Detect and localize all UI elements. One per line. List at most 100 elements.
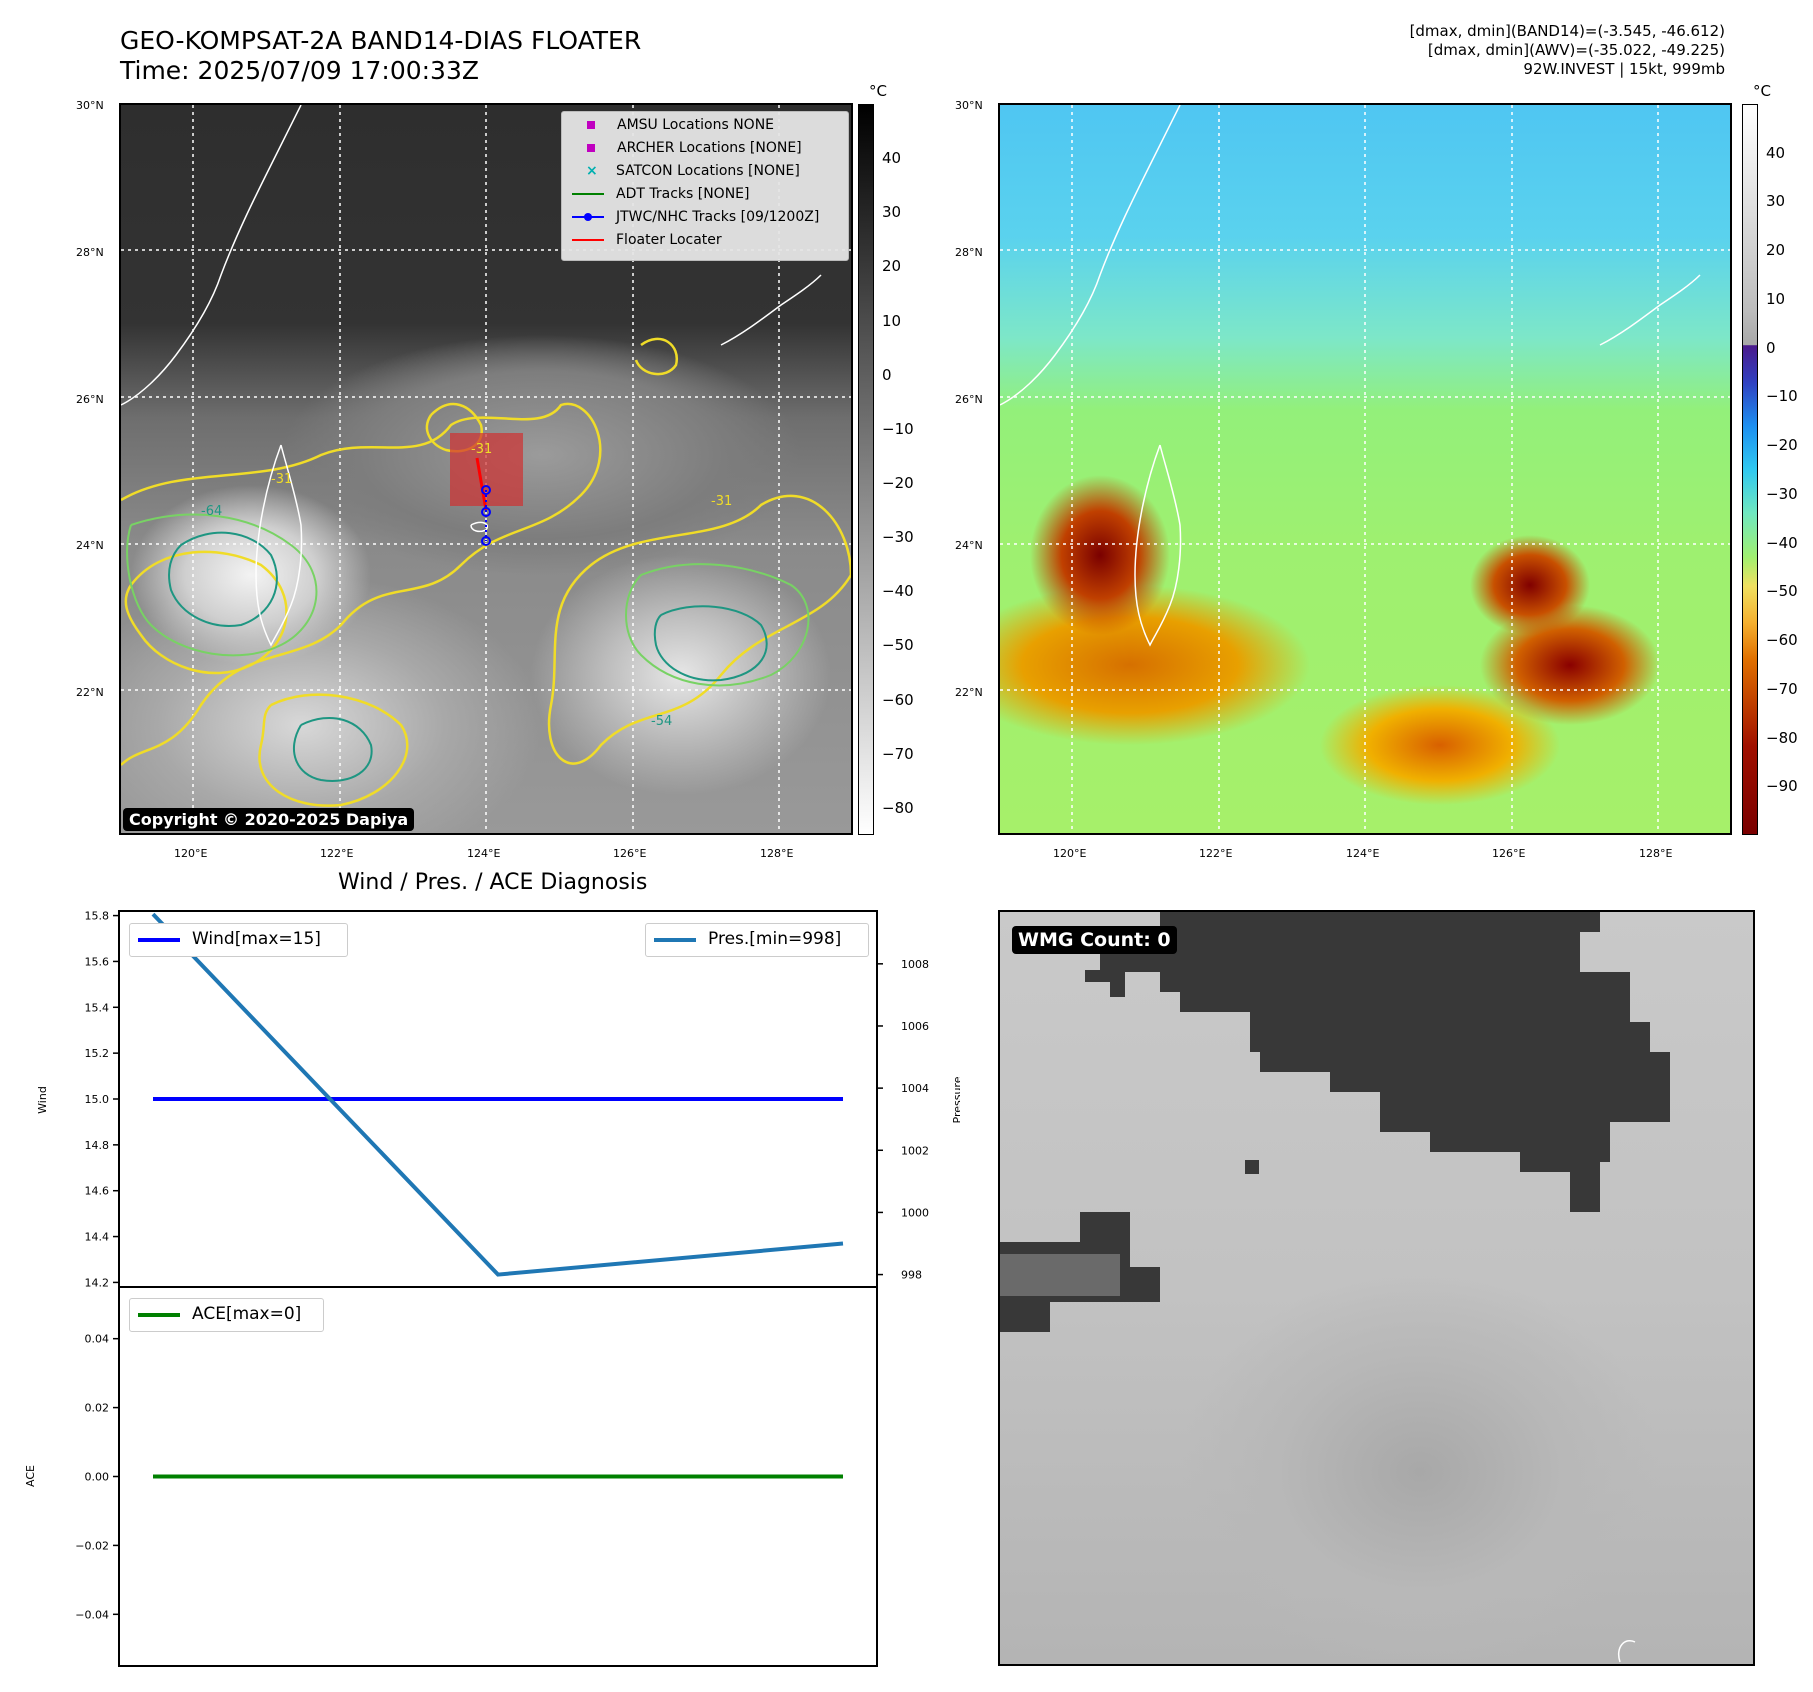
colorbar-tick-label: 40 [1766,143,1786,162]
pressure-legend: Pres.[min=998] [645,923,869,957]
diagnosis-title: Wind / Pres. / ACE Diagnosis [338,870,648,895]
pressure-axis-label: Pressure [951,1076,960,1123]
coastlines [121,105,822,647]
band14-range-info: [dmax, dmin](BAND14)=(-3.545, -46.612) [1409,22,1725,40]
pressure-axis-ticks: 1008 1006 1004 1002 1000 998 [877,958,929,1282]
wmg-count-badge: WMG Count: 0 [1012,926,1177,954]
tick-label: 15.4 [85,1001,110,1014]
colorbar-tick-label: −60 [882,690,914,709]
lat-label: 28°N [955,246,983,259]
colorbar-tick-label: −70 [882,744,914,763]
colorbar-tick-label: 0 [1766,338,1776,357]
colorbar-tick-label: −40 [882,582,914,601]
lon-label: 120°E [174,847,208,860]
contour-label-31: -31 [471,442,492,457]
cold-cloud-region [1085,912,1670,1212]
colorbar-tick-label: 20 [1766,241,1786,260]
tick-label: 1006 [901,1020,929,1033]
tick-label: 1000 [901,1206,929,1219]
wind-legend: Wind[max=15] [129,923,348,957]
contour-label-31c: -31 [711,494,732,509]
legend-item-amsu: AMSU Locations NONE [572,114,774,136]
lon-label: 124°E [467,847,501,860]
lon-label: 128°E [1639,847,1673,860]
legend-item-archer: ARCHER Locations [NONE] [572,137,802,159]
ace-axis-label: ACE [24,1465,37,1487]
contour-label-64: -64 [201,504,222,519]
lat-label: 30°N [76,99,104,112]
colorbar-tick-label: −20 [882,474,914,493]
medium-cloud-contours [126,513,810,687]
lat-label: 30°N [955,99,983,112]
awv-range-info: [dmax, dmin](AWV)=(-35.022, -49.225) [1427,41,1725,59]
ace-legend: ACE[max=0] [129,1298,324,1332]
tick-label: 15.2 [85,1047,110,1060]
colorbar-tick-label: 0 [882,365,892,384]
colorbar-tick-label: 30 [1766,192,1786,211]
colorbar-tick-label: −50 [882,636,914,655]
contour-label-54: -54 [651,714,672,729]
storm-info: 92W.INVEST | 15kt, 999mb [1523,60,1725,78]
tick-label: 15.6 [85,955,110,968]
colorbar-tick-label: −80 [1766,728,1798,747]
colorbar-tick-label: −10 [882,419,914,438]
floater-locater-track [475,457,488,511]
lon-label: 126°E [1492,847,1526,860]
square-marker-icon [587,144,595,152]
square-marker-icon [587,121,595,129]
tick-label: 15.0 [85,1093,110,1106]
figure-time: Time: 2025/07/09 17:00:33Z [120,56,479,85]
colorbar-tick-label: −10 [1766,387,1798,406]
legend-item-jtwc: JTWC/NHC Tracks [09/1200Z] [572,206,819,228]
colorbar-tick-label: −80 [882,798,914,817]
tick-label: 14.2 [85,1276,110,1289]
lat-label: 26°N [76,393,104,406]
colorbar-tick-label: 40 [882,149,902,168]
awv-colorbar [1742,104,1758,835]
tick-label: 1004 [901,1082,929,1095]
colorbar-tick-label: 10 [1766,289,1786,308]
legend-item-floater: Floater Locater [572,229,722,251]
colorbar-tick-label: −90 [1766,777,1798,796]
lat-label: 28°N [76,246,104,259]
wmg-panel: WMG Count: 0 [998,910,1755,1666]
lon-label: 124°E [1346,847,1380,860]
tick-label: 14.6 [85,1185,110,1198]
map-legend: AMSU Locations NONE ARCHER Locations [NO… [561,111,849,261]
ir-satellite-map: -31 -31 -31 -54 -64 AMSU Locations NONE … [119,103,853,835]
wmg-overlay [1000,912,1670,1663]
wind-axis-label: Wind [36,1086,49,1114]
lat-label: 24°N [955,539,983,552]
tick-label: 14.4 [85,1231,110,1244]
ir-map-overlay: -31 -31 -31 -54 -64 [121,105,851,833]
awv-satellite-map [998,103,1732,835]
cold-cloud-contours [121,337,851,807]
deep-cloud-contours [168,531,768,782]
x-marker-icon: × [586,163,598,179]
pressure-line-icon [654,938,696,942]
lat-label: 24°N [76,539,104,552]
lat-label: 26°N [955,393,983,406]
tick-label: 0.00 [85,1471,110,1484]
colorbar-tick-label: −20 [1766,436,1798,455]
map-gridlines [1000,105,1730,833]
lat-label: 22°N [955,686,983,699]
wind-axis-ticks: 15.8 15.6 15.4 15.2 15.0 14.8 14.6 14.4 14.2 [85,910,119,1289]
tick-label: 14.8 [85,1139,110,1152]
cold-cloud-pixel [1245,1160,1259,1174]
tick-label: −0.04 [75,1608,109,1621]
ir-colorbar-unit: °C [869,82,887,100]
diagnosis-series [151,912,844,1479]
lat-label: 22°N [76,686,104,699]
lon-label: 128°E [760,847,794,860]
colorbar-tick-label: −60 [1766,631,1798,650]
mid-cloud-region-west [1000,1254,1120,1296]
tick-label: 0.02 [85,1402,110,1415]
ace-axis-ticks: 0.04 0.02 0.00 −0.02 −0.04 [75,1333,119,1621]
colorbar-tick-label: −70 [1766,679,1798,698]
tick-label: 1008 [901,958,929,971]
colorbar-tick-label: 30 [882,203,902,222]
ir-colorbar [858,104,874,835]
copyright-badge: Copyright © 2020-2025 Dapiya [123,808,415,831]
wind-line-icon [138,938,180,942]
